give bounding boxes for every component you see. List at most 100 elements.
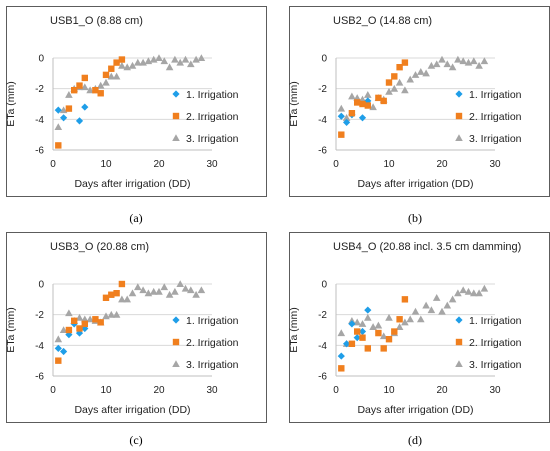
data-point <box>385 336 393 343</box>
x-tick-label: 20 <box>153 385 165 396</box>
data-point <box>134 283 142 291</box>
data-point <box>54 335 63 343</box>
data-point <box>459 57 467 65</box>
data-point <box>123 295 131 303</box>
data-point <box>385 313 393 321</box>
x-tick-label: 0 <box>50 159 56 170</box>
panel-d-caption: (d) <box>408 433 422 447</box>
series-2 <box>55 56 126 149</box>
legend-marker <box>455 316 463 324</box>
legend-label: 3. Irrigation <box>469 359 522 371</box>
y-tick-label: 0 <box>38 54 44 65</box>
x-tick-label: 10 <box>100 385 112 396</box>
data-point <box>71 317 78 324</box>
data-point <box>375 329 382 337</box>
data-point <box>375 94 382 102</box>
y-tick-label: -2 <box>35 310 44 321</box>
data-point <box>197 286 206 294</box>
data-point <box>160 283 169 291</box>
y-tick-label: -4 <box>318 115 327 126</box>
y-tick-label: -2 <box>318 84 327 95</box>
legend-marker <box>455 360 463 368</box>
data-point <box>118 56 126 63</box>
data-point <box>192 290 200 298</box>
data-point <box>134 58 142 66</box>
data-point <box>118 61 126 69</box>
data-point <box>75 313 84 321</box>
data-point <box>197 54 206 62</box>
y-axis-label: ETa (mm) <box>288 81 300 127</box>
x-tick-label: 0 <box>333 159 339 170</box>
y-tick-label: -2 <box>35 84 44 95</box>
data-point <box>353 94 361 101</box>
data-point <box>470 289 478 297</box>
legend-marker <box>455 112 463 120</box>
data-point <box>411 71 420 78</box>
data-point <box>448 63 457 71</box>
data-point <box>81 83 89 91</box>
chart-title: USB4_O (20.88 incl. 3.5 cm damming) <box>333 241 521 253</box>
data-point <box>187 60 195 68</box>
data-point <box>71 87 78 94</box>
data-point <box>401 296 409 303</box>
chart-title: USB3_O (20.88 cm) <box>50 241 149 253</box>
legend-label: 1. Irrigation <box>469 315 522 327</box>
data-point <box>108 65 115 72</box>
panel-c-chart: USB3_O (20.88 cm) 0 -2 -4 -6 0 10 20 30 Days afte… <box>5 232 267 423</box>
data-point <box>353 318 361 326</box>
data-point <box>187 286 195 294</box>
data-point <box>401 318 409 326</box>
data-point <box>417 315 425 323</box>
data-point <box>438 55 446 63</box>
data-point <box>470 57 478 65</box>
data-point <box>411 307 420 315</box>
x-tick-label: 20 <box>436 385 448 396</box>
data-point <box>59 106 68 114</box>
data-point <box>76 82 83 89</box>
panel-d-chart: USB4_O (20.88 incl. 3.5 cm damming) 0 -2 -4… <box>288 232 550 423</box>
y-tick-label: 0 <box>321 280 327 291</box>
x-tick-label: 10 <box>100 159 112 170</box>
y-axis-label: ETa (mm) <box>288 307 300 353</box>
data-point <box>165 63 174 71</box>
data-point <box>65 309 73 317</box>
legend-label: 2. Irrigation <box>469 337 522 349</box>
panel-a-chart: USB1_O (8.88 cm) 0 -2 -4 -6 0 10 20 30 Days after… <box>5 6 267 197</box>
chart-frame <box>289 6 550 197</box>
data-point <box>92 316 99 323</box>
data-point <box>364 345 371 352</box>
data-point <box>96 81 105 89</box>
data-point <box>385 79 393 86</box>
data-point <box>391 73 398 80</box>
series-3 <box>54 280 206 343</box>
data-point <box>358 114 367 122</box>
data-point <box>391 328 398 335</box>
x-tick-label: 20 <box>153 159 165 170</box>
x-tick-label: 20 <box>436 159 448 170</box>
data-point <box>65 105 73 112</box>
data-point <box>55 142 62 149</box>
legend-marker <box>172 90 180 98</box>
x-axis-label: Days after irrigation (DD) <box>357 178 473 190</box>
data-point <box>113 290 120 297</box>
data-point <box>107 72 116 80</box>
x-tick-label: 30 <box>206 385 218 396</box>
data-point <box>380 345 387 352</box>
data-point <box>81 103 89 111</box>
data-point <box>348 92 356 100</box>
data-point <box>454 55 462 63</box>
data-point <box>475 61 483 69</box>
data-point <box>358 327 367 336</box>
y-tick-label: -6 <box>318 372 327 383</box>
legend-label: 1. Irrigation <box>469 89 522 101</box>
data-point <box>338 131 345 138</box>
data-point <box>112 72 121 80</box>
series-2 <box>338 59 409 138</box>
data-point <box>374 321 383 329</box>
data-point <box>432 60 441 68</box>
data-point <box>97 319 104 326</box>
data-point <box>160 57 169 65</box>
data-point <box>338 365 345 372</box>
x-axis-label: Days after irrigation (DD) <box>74 178 190 190</box>
